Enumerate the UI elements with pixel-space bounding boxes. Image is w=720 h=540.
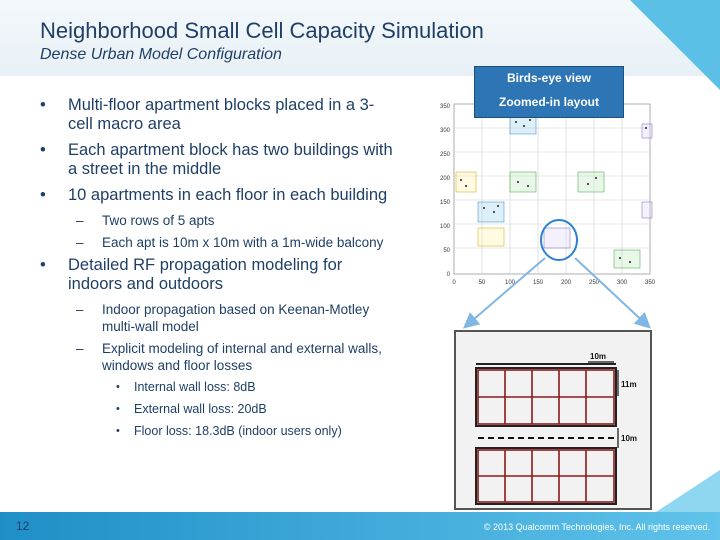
apartment-block xyxy=(613,249,641,269)
zoomed-layout-diagram: 10m 11m 10m xyxy=(475,352,637,505)
apartment-block xyxy=(577,171,605,193)
x-tick: 0 xyxy=(452,280,456,286)
copyright-notice: © 2013 Qualcomm Technologies, Inc. All r… xyxy=(483,522,710,532)
x-tick: 100 xyxy=(505,280,516,286)
building-bottom xyxy=(475,447,617,505)
y-tick: 50 xyxy=(443,248,450,254)
bullet-multifloor: Multi-floor apartment blocks placed in a… xyxy=(38,96,398,134)
x-tick: 350 xyxy=(645,280,656,286)
sub-sub-bullet-external-wall: External wall loss: 20dB xyxy=(38,401,398,417)
apartment-block xyxy=(477,201,505,223)
apartment-block xyxy=(641,201,653,219)
x-axis-ticks: 0 50 100 150 200 250 300 350 xyxy=(452,280,655,286)
decorative-corner-triangle xyxy=(656,470,720,512)
zoomed-label: Zoomed-in layout xyxy=(499,95,599,109)
building-outline xyxy=(475,447,617,505)
sub-bullet-explicit-walls: Explicit modeling of internal and extern… xyxy=(38,340,398,374)
page-subtitle: Dense Urban Model Configuration xyxy=(40,46,282,63)
birds-eye-label: Birds-eye view xyxy=(506,71,592,85)
bullet-two-buildings: Each apartment block has two buildings w… xyxy=(38,141,398,179)
dimension-markers xyxy=(588,361,619,448)
apartment-block xyxy=(509,171,537,193)
sub-bullet-rows: Two rows of 5 apts xyxy=(38,212,398,229)
y-tick: 100 xyxy=(440,224,451,230)
building-outline xyxy=(475,367,617,427)
bullet-list: Multi-floor apartment blocks placed in a… xyxy=(38,96,398,445)
y-axis-ticks: 0 50 100 150 200 250 300 350 xyxy=(440,104,451,278)
zoom-arrow-left xyxy=(462,257,546,329)
y-tick: 300 xyxy=(440,128,451,134)
building-top xyxy=(475,363,617,427)
page-number: 12 xyxy=(16,519,30,533)
y-tick: 350 xyxy=(440,104,451,110)
footer-band xyxy=(0,512,720,540)
apartment-blocks xyxy=(455,115,653,269)
zoom-highlight-circle xyxy=(540,219,578,261)
apartment-block xyxy=(455,171,477,193)
bullet-rf-modeling: Detailed RF propagation modeling for ind… xyxy=(38,256,398,294)
y-tick: 200 xyxy=(440,176,451,182)
x-tick: 150 xyxy=(533,280,544,286)
x-tick: 50 xyxy=(479,280,486,286)
zoom-arrow-right xyxy=(574,257,651,329)
x-tick: 250 xyxy=(589,280,600,286)
y-tick: 250 xyxy=(440,152,451,158)
user-points xyxy=(460,119,647,263)
dim-depth-label: 11m xyxy=(621,380,637,389)
x-tick: 300 xyxy=(617,280,628,286)
apartment-block xyxy=(477,227,505,247)
dim-width-label: 10m xyxy=(590,352,606,361)
apartment-block xyxy=(641,123,653,139)
dim-street-label: 10m xyxy=(621,434,637,443)
y-tick: 0 xyxy=(447,272,451,278)
sub-bullet-apt-size: Each apt is 10m x 10m with a 1m-wide bal… xyxy=(38,234,398,251)
view-label-box: Birds-eye view Zoomed-in layout xyxy=(474,66,624,118)
header-band xyxy=(0,0,720,76)
decorative-corner-triangle xyxy=(630,0,720,90)
bullet-ten-apartments: 10 apartments in each floor in each buil… xyxy=(38,186,398,205)
apartment-block xyxy=(543,227,571,249)
zoomed-layout-panel: 10m 11m 10m xyxy=(454,330,652,510)
y-tick: 150 xyxy=(440,200,451,206)
page-title: Neighborhood Small Cell Capacity Simulat… xyxy=(40,18,484,43)
x-tick: 200 xyxy=(561,280,572,286)
sub-sub-bullet-floor-loss: Floor loss: 18.3dB (indoor users only) xyxy=(38,423,398,439)
sub-sub-bullet-internal-wall: Internal wall loss: 8dB xyxy=(38,379,398,395)
sub-bullet-keenan-motley: Indoor propagation based on Keenan-Motle… xyxy=(38,301,398,335)
